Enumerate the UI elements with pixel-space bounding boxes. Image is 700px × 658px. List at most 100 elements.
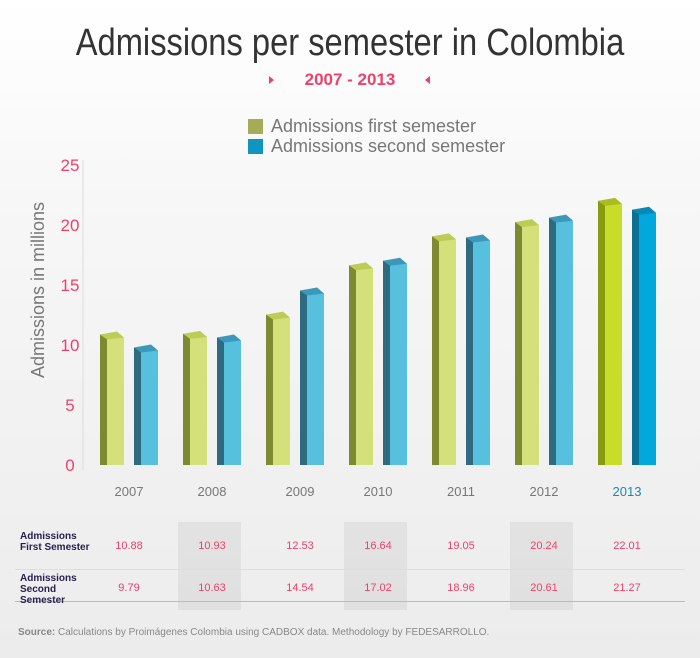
y-tick-label: 20 [61,216,80,235]
legend-label: Admissions second semester [271,136,506,156]
table-cell: 21.27 [613,582,641,594]
bar-top [466,234,490,243]
bar-side [183,333,190,465]
bar-second-2007 [134,344,158,465]
table-bottom-line [15,601,685,602]
legend-label: Admissions first semester [271,116,477,136]
bar-top [266,311,290,320]
bar-front [107,337,124,465]
bar-front [190,336,207,465]
bar-side [383,260,390,465]
bar-side [100,334,107,465]
x-tick-label: 2008 [198,484,227,499]
bar-front [390,263,407,465]
table-cell: 12.53 [286,540,314,552]
table-cell: 10.93 [198,540,226,552]
row-divider [15,569,685,570]
bar-front [556,220,573,465]
y-tick-label: 25 [61,156,80,175]
bar-first-2008 [183,330,207,465]
bar-side [300,290,307,465]
column-shade [344,522,407,610]
bar-side [134,347,141,465]
bar-top [598,197,622,206]
table-cell: 10.88 [115,540,143,552]
column-shade [178,522,241,610]
bar-first-2007 [100,331,124,465]
bar-front [141,350,158,465]
source-note: Source: Calculations by Proimágenes Colo… [18,627,489,638]
x-tick-label: 2010 [364,484,393,499]
bar-second-2009 [300,287,324,465]
table-cell: 16.64 [364,540,392,552]
bar-side [217,337,224,465]
y-tick-label: 10 [61,336,80,355]
bar-top [383,257,407,266]
table-cell: 20.61 [530,582,558,594]
bar-front [224,340,241,465]
legend-swatch [248,139,263,154]
x-tick-label: 2011 [447,484,475,499]
bar-side [632,209,639,465]
bar-side [549,217,556,465]
row-label: Admissions Second Semester [20,573,77,606]
bar-front [356,268,373,465]
bar-side [349,265,356,465]
bar-top [549,214,573,223]
bar-top [632,206,656,215]
y-tick-label: 0 [65,456,74,475]
bar-top [515,219,539,228]
bar-front [639,212,656,465]
source-label: Source: [18,627,56,638]
bar-front [307,293,324,465]
bar-top [349,262,373,271]
legend-swatch [248,119,263,134]
x-tick-label: 2013 [613,484,642,499]
bar-second-2008 [217,334,241,465]
bar-front [605,203,622,465]
bar-front [473,240,490,465]
bar-front [273,317,290,465]
y-tick-label: 5 [65,396,74,415]
table-cell: 9.79 [118,582,140,594]
bar-front [439,239,456,465]
legend-item-second: Admissions second semester [248,136,505,157]
bar-front [522,225,539,465]
bar-side [266,314,273,465]
legend-item-first: Admissions first semester [248,116,476,137]
bar-top [432,233,456,242]
table-cell: 19.05 [447,540,475,552]
chart-subtitle: 2007 - 2013 [304,70,396,89]
x-tick-label: 2012 [530,484,559,499]
bar-first-2013 [598,197,622,465]
bar-first-2009 [266,311,290,465]
bar-top [100,331,124,340]
bar-side [515,222,522,465]
bar-first-2011 [432,233,456,465]
table-cell: 18.96 [447,582,475,594]
table-cell: 20.24 [530,540,558,552]
x-tick-label: 2009 [286,484,315,499]
bar-top [183,330,207,339]
source-text: Calculations by Proimágenes Colombia usi… [55,627,490,638]
x-tick-label: 2007 [115,484,144,499]
bar-second-2012 [549,214,573,465]
right-triangle-icon [269,76,274,84]
bar-first-2012 [515,219,539,465]
bar-chart: Admissions in millions 0 5 10 15 20 25 2007 200… [28,156,656,499]
bar-second-2011 [466,234,490,465]
y-axis-label: Admissions in millions [28,202,48,378]
bar-top [300,287,324,296]
row-label: Admissions First Semester [20,531,90,553]
bar-second-2010 [383,257,407,465]
bar-side [598,200,605,465]
chart-title: Admissions per semester in Colombia [75,22,625,64]
column-shade [510,522,573,610]
bar-top [217,334,241,343]
bar-top [134,344,158,353]
bar-side [466,237,473,465]
left-triangle-icon [425,76,430,84]
bar-side [432,236,439,465]
y-tick-label: 15 [61,276,80,295]
bar-first-2010 [349,262,373,465]
